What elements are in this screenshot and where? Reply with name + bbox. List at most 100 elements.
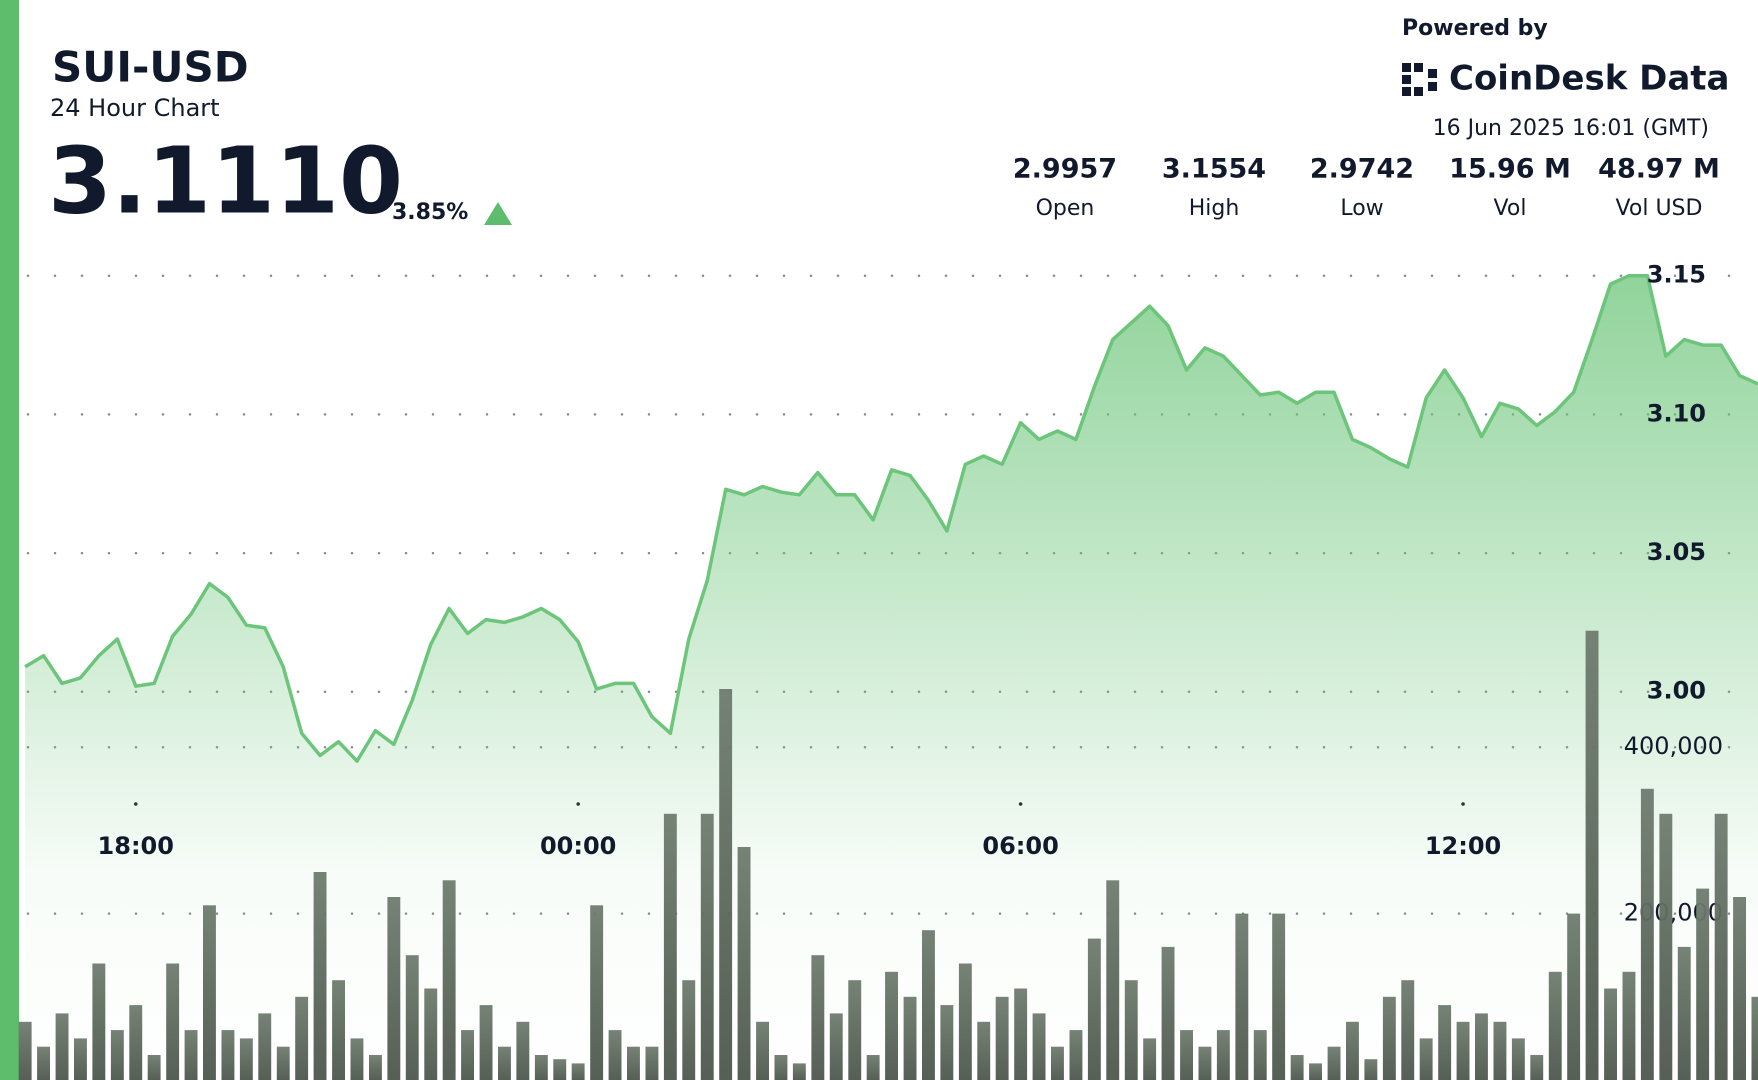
volume-bar: [332, 980, 345, 1080]
volume-bar: [958, 963, 972, 1080]
volume-bar: [1051, 1046, 1064, 1080]
price-line: [24, 273, 1758, 763]
volume-bar: [1493, 1021, 1507, 1080]
volume-bar: [1216, 1030, 1230, 1080]
volume-bar: [1401, 980, 1415, 1080]
x-tick-label: 06:00: [982, 832, 1058, 860]
volume-bar: [1751, 996, 1758, 1080]
header: SUI-USD 24 Hour Chart 3.1110 3.85% Power…: [48, 16, 1730, 234]
volume-bar: [885, 971, 898, 1080]
volume-bar: [424, 988, 438, 1080]
volume-bar: [848, 980, 862, 1080]
volume-bar: [1382, 996, 1396, 1080]
volume-bar: [1511, 1038, 1525, 1080]
volume-bar: [369, 1055, 382, 1080]
volume-bar: [1567, 913, 1581, 1080]
volume-bar: [461, 1030, 474, 1080]
volume-bar: [1714, 813, 1728, 1080]
powered-by: Powered by: [1402, 16, 1548, 41]
volume-bar: [756, 1021, 769, 1080]
volume-bar: [1069, 1030, 1083, 1080]
volume-bar: [866, 1055, 880, 1080]
volume-bar: [1585, 630, 1599, 1080]
volume-bar: [313, 872, 327, 1080]
volume-bar: [1475, 1013, 1488, 1080]
volume-bar: [55, 1013, 69, 1080]
volume-bar: [129, 1005, 143, 1080]
volume-bar: [700, 813, 714, 1080]
title: SUI-USD: [52, 43, 249, 92]
x-tick-label: 12:00: [1425, 832, 1501, 860]
volume-bar: [737, 847, 751, 1080]
brand-logo: [1402, 63, 1437, 96]
stat-value: 15.96 M: [1449, 154, 1571, 185]
volume-bar: [479, 1005, 493, 1080]
volume-bar: [1548, 971, 1562, 1080]
stat-label: Open: [1036, 196, 1095, 221]
volume-bar: [1438, 1005, 1452, 1080]
volume-bar: [1014, 988, 1028, 1080]
change: 3.85%: [392, 200, 468, 225]
volume-bar: [258, 1013, 272, 1080]
volume-bar: [1106, 880, 1120, 1080]
y-tick-label: 3.05: [1647, 538, 1706, 566]
volume-bar: [203, 905, 216, 1080]
x-tick-mark: [133, 802, 138, 806]
volume-bar: [1235, 913, 1249, 1080]
brand: CoinDesk Data: [1449, 59, 1730, 99]
volume-bar: [1622, 971, 1636, 1080]
x-tick-mark: [1461, 802, 1465, 806]
volume-bar: [995, 996, 1009, 1080]
y2-tick-label: 400,000: [1624, 732, 1723, 760]
volume-bar: [645, 1046, 659, 1080]
volume-bar: [1696, 888, 1710, 1080]
up-arrow: [484, 202, 512, 225]
volume-bar: [295, 996, 309, 1080]
volume-bar: [387, 897, 401, 1080]
volume-bar: [940, 1005, 954, 1080]
volume-bar: [1604, 988, 1617, 1080]
volume-bar: [1198, 1046, 1212, 1080]
volume-bar: [571, 1063, 585, 1080]
volume-bar: [1419, 1038, 1433, 1080]
volume-bar: [442, 880, 456, 1080]
volume-bar: [1346, 1021, 1359, 1080]
volume-bar: [239, 1038, 253, 1080]
area-fill: [25, 275, 1758, 1080]
volume-bar: [534, 1055, 548, 1080]
stat-label: Low: [1340, 196, 1383, 221]
volume-bar: [1309, 1063, 1322, 1080]
stat-value: 48.97 M: [1598, 154, 1720, 185]
volume-bar: [682, 980, 696, 1080]
volume-bar: [1659, 813, 1673, 1080]
volume-bar: [110, 1030, 124, 1080]
volume-bar: [1161, 946, 1175, 1080]
volume-bar: [166, 963, 180, 1080]
volume-bar: [1530, 1055, 1544, 1080]
x-tick-label: 18:00: [98, 832, 174, 860]
y-tick-label: 3.10: [1647, 399, 1706, 427]
volume-bar: [1253, 1030, 1267, 1080]
stat-value: 2.9957: [1013, 154, 1117, 185]
volume-bar: [37, 1046, 50, 1080]
volume-bar: [829, 1013, 843, 1080]
volume-bar: [1272, 913, 1286, 1080]
volume-bar: [276, 1046, 290, 1080]
volume-bar: [553, 1059, 567, 1080]
volume-bar: [608, 1030, 622, 1080]
volume-bar: [1290, 1055, 1304, 1080]
volume-bar: [903, 996, 917, 1080]
timestamp: 16 Jun 2025 16:01 (GMT): [1433, 116, 1709, 141]
volume-bar: [1677, 946, 1691, 1080]
volume-bar: [792, 1063, 806, 1080]
y-tick-label: 3.15: [1647, 261, 1706, 289]
volume-bar: [1327, 1046, 1341, 1080]
volume-bar: [977, 1021, 991, 1080]
x-tick-mark: [1018, 802, 1023, 806]
subtitle: 24 Hour Chart: [50, 94, 220, 122]
x-tick-label: 00:00: [540, 832, 616, 860]
volume-bar: [74, 1038, 87, 1080]
